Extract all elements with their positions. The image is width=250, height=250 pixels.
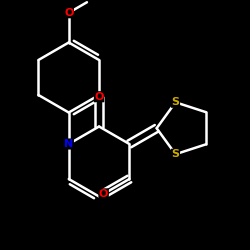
Text: O: O	[94, 92, 104, 102]
Text: O: O	[99, 189, 108, 199]
Text: N: N	[64, 139, 74, 149]
Text: S: S	[172, 149, 179, 159]
Text: O: O	[64, 8, 74, 18]
Text: S: S	[172, 97, 179, 107]
